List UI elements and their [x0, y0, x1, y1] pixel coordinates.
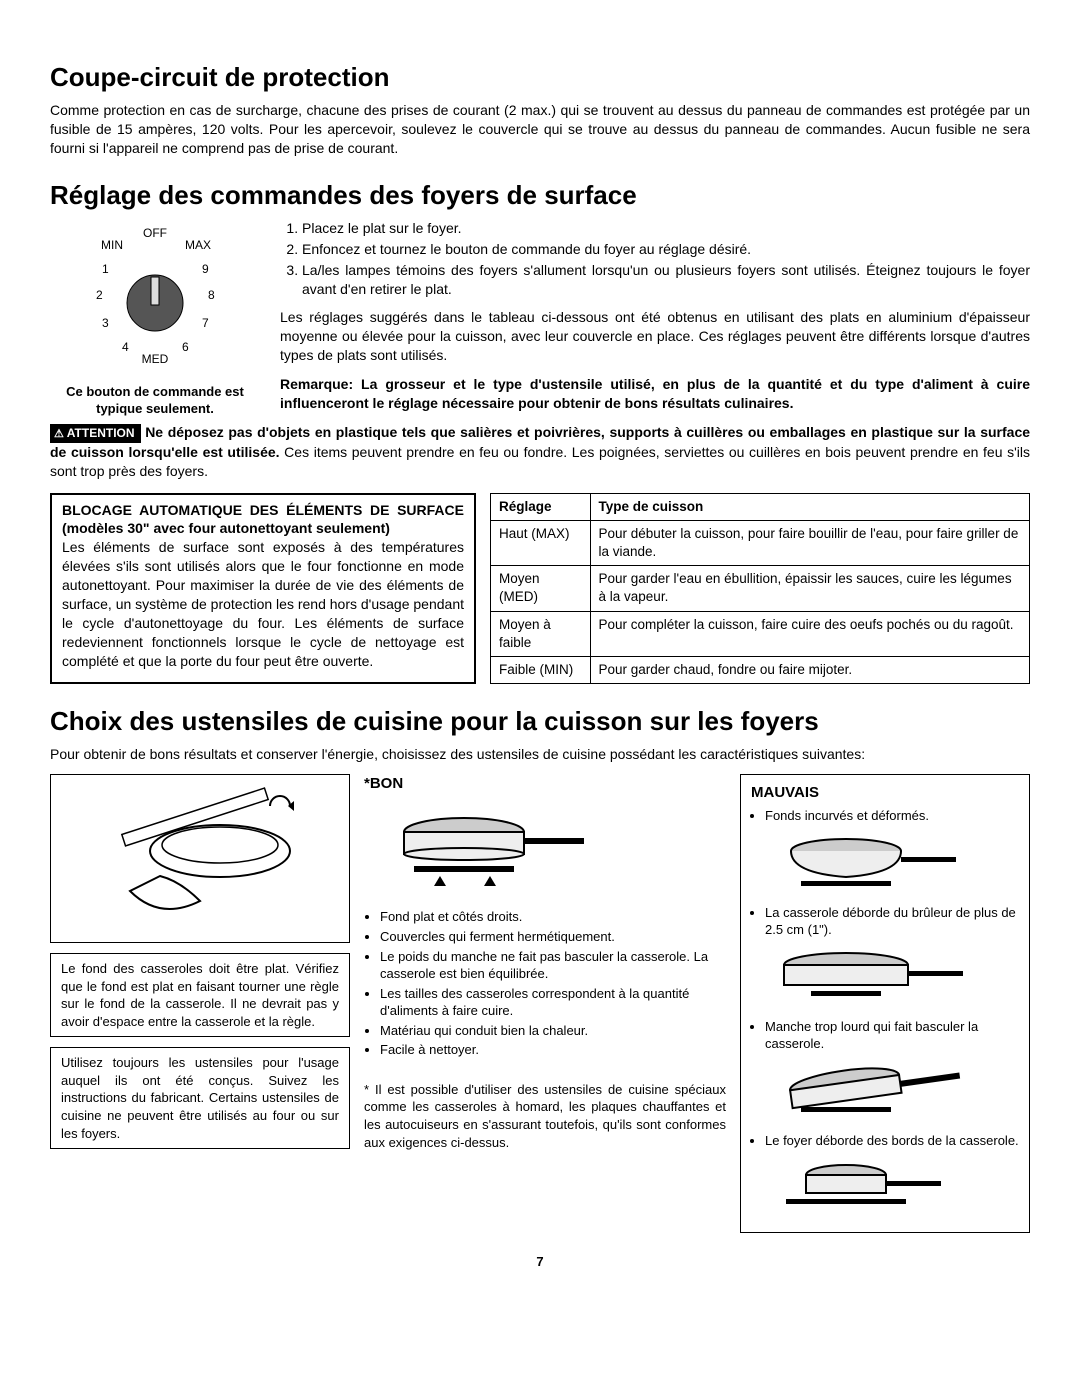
bon-item: Matériau qui conduit bien la chaleur. [380, 1022, 726, 1040]
cookware-left-col: Le fond des casseroles doit être plat. V… [50, 774, 350, 1233]
table-row: Moyen à faiblePour compléter la cuisson,… [491, 611, 1030, 656]
bon-item: Facile à nettoyer. [380, 1041, 726, 1059]
bon-heading: *BON [364, 774, 726, 794]
mauvais-list: Le foyer déborde des bords de la cassero… [751, 1132, 1019, 1150]
knob-diagram-column: OFF MIN MAX 1 2 3 4 9 8 7 6 MED Ce bouto… [50, 219, 260, 423]
bad-pan-tilt-icon [751, 1061, 991, 1117]
mauvais-item: Manche trop lourd qui fait basculer la c… [765, 1018, 1019, 1053]
svg-text:1: 1 [102, 262, 109, 276]
step-2: Enfoncez et tournez le bouton de command… [302, 240, 1030, 259]
blockage-title: BLOCAGE AUTOMATIQUE DES ÉLÉMENTS DE SURF… [62, 501, 464, 539]
mauvais-item: Le foyer déborde des bords de la cassero… [765, 1132, 1019, 1150]
bad-pan-warped-icon [751, 833, 991, 889]
ruler-test-image [50, 774, 350, 943]
bon-item: Couvercles qui ferment hermétiquement. [380, 928, 726, 946]
bon-item: Fond plat et côtés droits. [380, 908, 726, 926]
mauvais-item: La casserole déborde du brûleur de plus … [765, 904, 1019, 939]
svg-text:OFF: OFF [143, 226, 167, 240]
table-row: Faible (MIN)Pour garder chaud, fondre ou… [491, 657, 1030, 684]
steps-list: Placez le plat sur le foyer. Enfoncez et… [280, 219, 1030, 299]
svg-text:2: 2 [96, 288, 103, 302]
mauvais-item: Fonds incurvés et déformés. [765, 807, 1019, 825]
para-settings: Les réglages suggérés dans le tableau ci… [280, 308, 1030, 365]
mauvais-heading: MAUVAIS [751, 783, 1019, 803]
th-setting: Réglage [491, 493, 591, 520]
svg-text:MAX: MAX [185, 238, 211, 252]
blockage-box: BLOCAGE AUTOMATIQUE DES ÉLÉMENTS DE SURF… [50, 493, 476, 685]
svg-text:4: 4 [122, 340, 129, 354]
tables-row: BLOCAGE AUTOMATIQUE DES ÉLÉMENTS DE SURF… [50, 493, 1030, 685]
svg-text:7: 7 [202, 316, 209, 330]
mauvais-list: La casserole déborde du brûleur de plus … [751, 904, 1019, 939]
table-row: Moyen (MED)Pour garder l'eau en ébulliti… [491, 566, 1030, 611]
settings-table: Réglage Type de cuisson Haut (MAX)Pour d… [490, 493, 1030, 685]
svg-text:MED: MED [142, 352, 169, 366]
knob-diagram: OFF MIN MAX 1 2 3 4 9 8 7 6 MED [60, 223, 250, 373]
svg-text:8: 8 [208, 288, 215, 302]
heading-controls: Réglage des commandes des foyers de surf… [50, 178, 1030, 213]
svg-text:9: 9 [202, 262, 209, 276]
svg-text:MIN: MIN [101, 238, 123, 252]
svg-text:6: 6 [182, 340, 189, 354]
heading-cookware: Choix des ustensiles de cuisine pour la … [50, 704, 1030, 739]
bon-item: Le poids du manche ne fait pas basculer … [380, 948, 726, 983]
blockage-body: Les éléments de surface sont exposés à d… [62, 538, 464, 670]
good-pan-icon [364, 808, 604, 888]
attention-para: ⚠ ATTENTION Ne déposez pas d'objets en p… [50, 423, 1030, 481]
remark: Remarque: La grosseur et le type d'usten… [280, 375, 1030, 413]
svg-text:3: 3 [102, 316, 109, 330]
cookware-mauvais-col: MAUVAIS Fonds incurvés et déformés. La c… [740, 774, 1030, 1233]
step-3: La/les lampes témoins des foyers s'allum… [302, 261, 1030, 299]
controls-text-column: Placez le plat sur le foyer. Enfoncez et… [280, 219, 1030, 423]
knob-caption: Ce bouton de commande est typique seulem… [50, 384, 260, 418]
heading-circuit: Coupe-circuit de protection [50, 60, 1030, 95]
th-type: Type de cuisson [590, 493, 1029, 520]
cookware-intro: Pour obtenir de bons résultats et conser… [50, 745, 1030, 764]
intended-use-note: Utilisez toujours les ustensiles pour l'… [50, 1047, 350, 1149]
page-number: 7 [50, 1253, 1030, 1271]
mauvais-list: Manche trop lourd qui fait basculer la c… [751, 1018, 1019, 1053]
bon-list: Fond plat et côtés droits. Couvercles qu… [364, 908, 726, 1060]
bad-pan-small-icon [751, 1157, 991, 1213]
section-surface-controls: Réglage des commandes des foyers de surf… [50, 178, 1030, 684]
mauvais-list: Fonds incurvés et déformés. [751, 807, 1019, 825]
bon-footnote: * Il est possible d'utiliser des ustensi… [364, 1081, 726, 1151]
cookware-bon-col: *BON Fond plat et côtés droits. Couvercl… [364, 774, 726, 1233]
table-row: Haut (MAX)Pour débuter la cuisson, pour … [491, 520, 1030, 565]
pan-ruler-icon [70, 781, 330, 931]
para-circuit: Comme protection en cas de surcharge, ch… [50, 101, 1030, 158]
step-1: Placez le plat sur le foyer. [302, 219, 1030, 238]
bon-item: Les tailles des casseroles correspondent… [380, 985, 726, 1020]
section-cookware: Choix des ustensiles de cuisine pour la … [50, 704, 1030, 1233]
attention-badge: ⚠ ATTENTION [50, 424, 141, 443]
bad-pan-overhang-icon [751, 947, 991, 1003]
flat-bottom-note: Le fond des casseroles doit être plat. V… [50, 953, 350, 1037]
section-circuit-breaker: Coupe-circuit de protection Comme protec… [50, 60, 1030, 158]
